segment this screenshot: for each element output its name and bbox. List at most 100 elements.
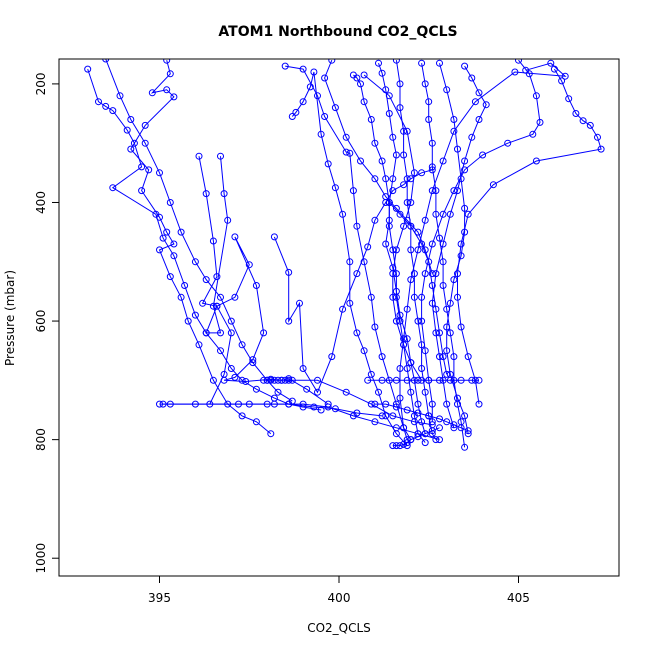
data-point — [392, 204, 400, 212]
data-point — [385, 199, 393, 206]
data-point — [163, 59, 171, 64]
data-point — [547, 59, 555, 67]
series-13 — [428, 62, 490, 432]
data-point — [436, 436, 443, 444]
data-point — [450, 421, 458, 429]
data-point — [346, 149, 354, 157]
data-point — [209, 302, 217, 310]
data-point — [464, 353, 472, 361]
series-1 — [84, 65, 325, 414]
data-point — [421, 430, 429, 438]
data-point — [260, 329, 268, 337]
data-point — [421, 270, 429, 278]
y-tick-label: 400 — [34, 191, 48, 214]
data-point — [191, 258, 199, 266]
data-point — [392, 376, 400, 384]
data-point — [436, 59, 443, 67]
data-point — [392, 59, 400, 64]
data-point — [400, 440, 408, 448]
data-point — [339, 305, 347, 313]
data-point — [382, 193, 390, 201]
data-point — [389, 270, 397, 278]
data-point — [191, 311, 199, 319]
data-point — [349, 187, 357, 195]
data-point — [371, 400, 379, 408]
data-point — [457, 424, 465, 432]
data-point — [371, 139, 379, 147]
data-point — [432, 305, 440, 313]
data-point — [565, 95, 573, 103]
data-point — [353, 329, 361, 337]
series-line — [105, 59, 293, 402]
data-point — [303, 385, 311, 393]
data-point — [285, 268, 293, 276]
data-point — [489, 181, 497, 189]
data-point — [586, 121, 594, 129]
data-point — [410, 270, 418, 278]
data-point — [443, 323, 451, 331]
data-point — [360, 98, 368, 106]
data-point — [296, 299, 303, 307]
data-point — [166, 273, 174, 281]
data-point — [292, 108, 300, 116]
series-3 — [195, 152, 332, 408]
data-point — [454, 187, 461, 195]
data-point — [299, 98, 307, 106]
data-point — [432, 329, 440, 337]
data-point — [260, 376, 268, 384]
data-point — [342, 148, 350, 156]
data-point — [572, 110, 580, 117]
data-point — [145, 166, 153, 174]
data-point — [353, 222, 361, 230]
data-point — [457, 376, 465, 384]
data-point — [170, 93, 178, 101]
data-point — [263, 376, 271, 384]
data-point — [428, 187, 436, 195]
data-point — [428, 282, 436, 289]
series-line — [395, 60, 437, 440]
data-point — [461, 166, 469, 174]
data-point — [346, 299, 354, 307]
data-point — [428, 139, 436, 147]
data-point — [342, 388, 350, 396]
data-point — [195, 341, 203, 349]
series-line — [392, 427, 440, 447]
data-point — [454, 145, 461, 153]
data-point — [450, 353, 458, 361]
data-point — [421, 388, 429, 396]
data-point — [439, 210, 447, 218]
data-point — [468, 133, 476, 141]
series-16 — [396, 59, 569, 444]
data-point — [407, 388, 415, 396]
data-point — [414, 400, 422, 408]
data-point — [267, 376, 275, 384]
data-point — [371, 418, 379, 426]
data-point — [403, 216, 411, 224]
data-point — [439, 282, 447, 289]
data-point — [464, 210, 472, 218]
data-point — [450, 276, 458, 284]
data-point — [403, 175, 411, 183]
data-point — [461, 204, 469, 212]
data-point — [454, 394, 461, 402]
data-point — [364, 376, 372, 384]
data-point — [471, 98, 479, 106]
data-point — [396, 104, 404, 112]
data-point — [181, 282, 189, 289]
data-point — [446, 210, 454, 218]
data-point — [310, 68, 318, 76]
data-point — [342, 133, 350, 141]
data-point — [396, 210, 404, 218]
data-point — [403, 199, 411, 206]
data-point — [403, 376, 411, 384]
data-point — [418, 317, 426, 325]
data-point — [400, 424, 408, 432]
data-point — [407, 276, 415, 284]
series-line — [130, 60, 272, 435]
data-point — [130, 139, 138, 147]
data-point — [220, 370, 228, 378]
data-point — [389, 293, 397, 301]
data-point — [159, 234, 167, 242]
series-22 — [389, 424, 443, 450]
